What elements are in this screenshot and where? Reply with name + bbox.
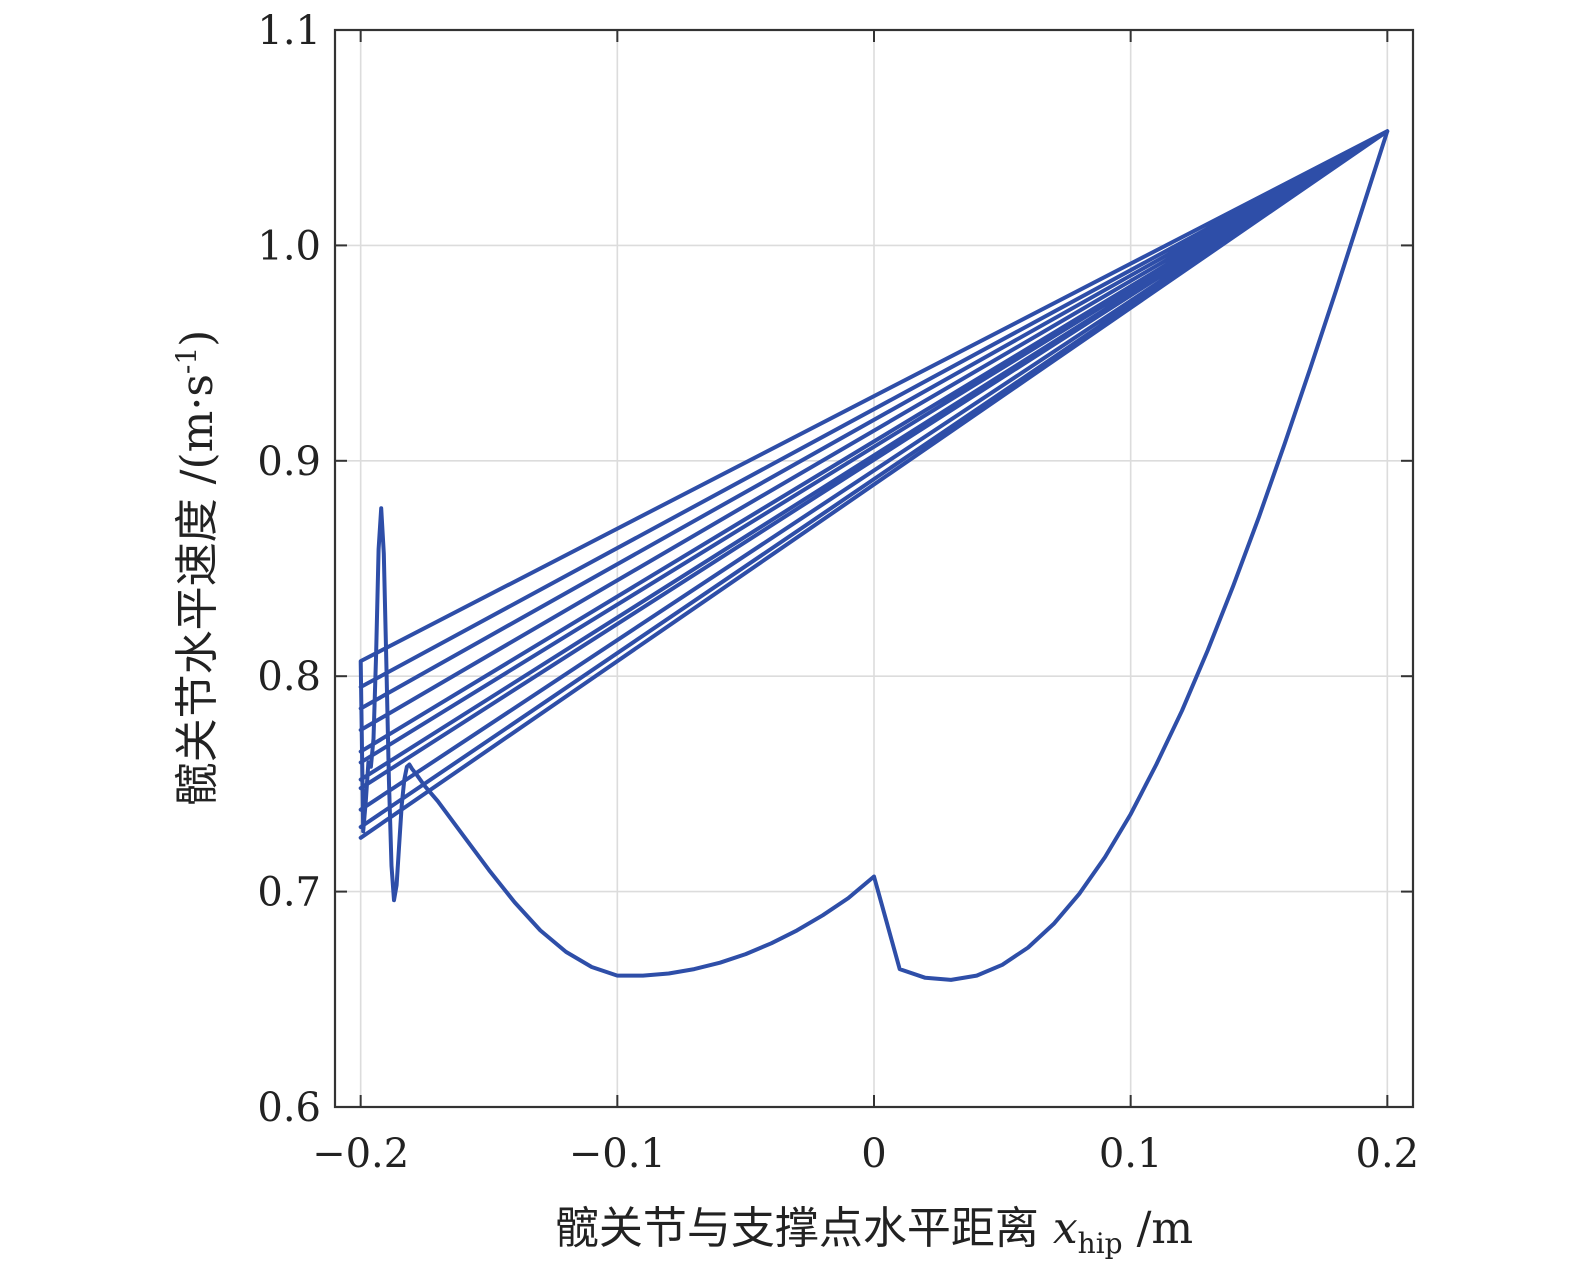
trajectory-line [358, 129, 1390, 982]
x-tick-label: 0 [861, 1131, 886, 1177]
y-tick-label: 0.6 [257, 1085, 321, 1131]
y-axis-label-close: ) [172, 330, 223, 347]
y-axis-label: 髋关节水平速度 /(m·s-1) [170, 330, 223, 807]
x-tick-label: −0.2 [312, 1131, 409, 1177]
y-axis-label-superscript: -1 [170, 347, 203, 374]
series-group [358, 129, 1390, 982]
grid [335, 29, 1413, 1108]
x-tick-label: 0.1 [1099, 1131, 1163, 1177]
x-axis-label-unit: /m [1123, 1203, 1194, 1254]
y-tick-label: 1.1 [257, 8, 321, 54]
x-tick-labels: −0.2 −0.1 0 0.1 0.2 [312, 1131, 1419, 1177]
y-tick-label: 1.0 [257, 223, 321, 269]
y-tick-labels: 0.6 0.7 0.8 0.9 1.0 1.1 [257, 8, 321, 1131]
y-tick-label: 0.7 [257, 870, 321, 916]
y-tick-label: 0.9 [257, 439, 321, 485]
x-axis-label-subscript: hip [1078, 1227, 1123, 1260]
x-tick-label: −0.1 [569, 1131, 666, 1177]
y-axis-label-text: 髋关节水平速度 /(m·s [172, 374, 223, 806]
x-axis-label-variable: x [1053, 1203, 1078, 1254]
x-tick-label: 0.2 [1356, 1131, 1420, 1177]
ticks [335, 29, 1413, 1108]
x-axis-label: 髋关节与支撑点水平距离 xhip /m [555, 1203, 1193, 1260]
x-axis-label-text: 髋关节与支撑点水平距离 [555, 1203, 1053, 1254]
y-tick-label: 0.8 [257, 654, 321, 700]
